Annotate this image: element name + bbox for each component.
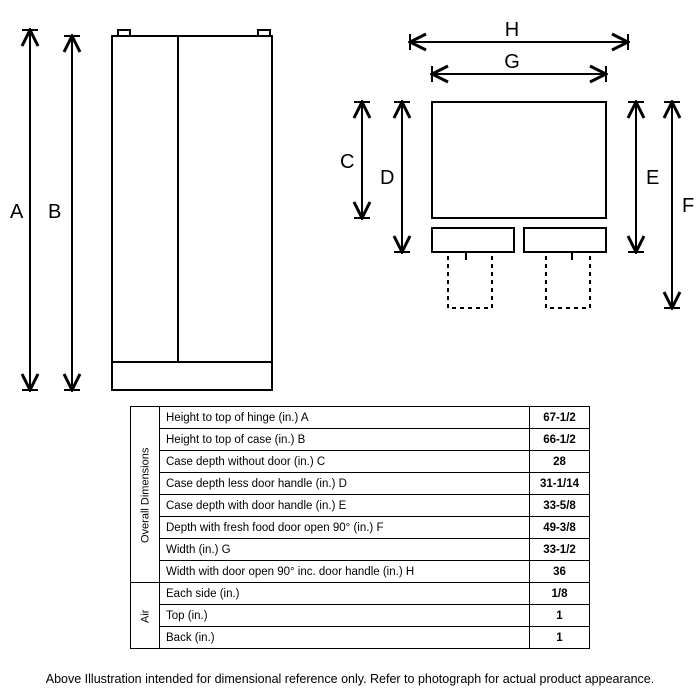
dimension-value: 1/8 [530, 583, 590, 605]
dimension-desc: Width with door open 90° inc. door handl… [160, 561, 530, 583]
section-header: Air [131, 583, 160, 649]
dimension-desc: Each side (in.) [160, 583, 530, 605]
table-row: Depth with fresh food door open 90° (in.… [131, 517, 590, 539]
table-row: AirEach side (in.)1/8 [131, 583, 590, 605]
dimension-desc: Case depth with door handle (in.) E [160, 495, 530, 517]
dimension-desc: Top (in.) [160, 605, 530, 627]
table-row: Case depth without door (in.) C28 [131, 451, 590, 473]
dimension-diagram: A B C D E F [0, 0, 700, 400]
table-row: Case depth with door handle (in.) E33-5/… [131, 495, 590, 517]
dimension-spec-sheet: A B C D E F [0, 0, 700, 700]
dim-label-b: B [48, 201, 61, 223]
dim-label-g: G [504, 51, 520, 73]
dim-label-a: A [10, 201, 24, 223]
dimension-desc: Height to top of hinge (in.) A [160, 407, 530, 429]
dim-label-h: H [505, 19, 519, 41]
dimension-value: 33-5/8 [530, 495, 590, 517]
dim-label-d: D [380, 167, 394, 189]
dimension-value: 28 [530, 451, 590, 473]
table-row: Width (in.) G33-1/2 [131, 539, 590, 561]
dimension-value: 67-1/2 [530, 407, 590, 429]
table-row: Overall DimensionsHeight to top of hinge… [131, 407, 590, 429]
table-row: Case depth less door handle (in.) D31-1/… [131, 473, 590, 495]
dimension-value: 1 [530, 627, 590, 649]
section-header: Overall Dimensions [131, 407, 160, 583]
table-row: Top (in.)1 [131, 605, 590, 627]
dim-label-c: C [340, 151, 354, 173]
dimension-value: 31-1/14 [530, 473, 590, 495]
dimension-desc: Back (in.) [160, 627, 530, 649]
dimension-desc: Width (in.) G [160, 539, 530, 561]
dimension-desc: Height to top of case (in.) B [160, 429, 530, 451]
dim-label-f: F [682, 195, 694, 217]
dimension-desc: Case depth without door (in.) C [160, 451, 530, 473]
caption-text: Above Illustration intended for dimensio… [0, 672, 700, 686]
dim-label-e: E [646, 167, 659, 189]
dimension-desc: Depth with fresh food door open 90° (in.… [160, 517, 530, 539]
dimension-value: 33-1/2 [530, 539, 590, 561]
table-row: Width with door open 90° inc. door handl… [131, 561, 590, 583]
dimension-value: 49-3/8 [530, 517, 590, 539]
dimension-value: 36 [530, 561, 590, 583]
table-row: Back (in.)1 [131, 627, 590, 649]
dimension-value: 1 [530, 605, 590, 627]
dimension-value: 66-1/2 [530, 429, 590, 451]
dimension-desc: Case depth less door handle (in.) D [160, 473, 530, 495]
dimensions-table: Overall DimensionsHeight to top of hinge… [130, 406, 590, 649]
table-row: Height to top of case (in.) B66-1/2 [131, 429, 590, 451]
